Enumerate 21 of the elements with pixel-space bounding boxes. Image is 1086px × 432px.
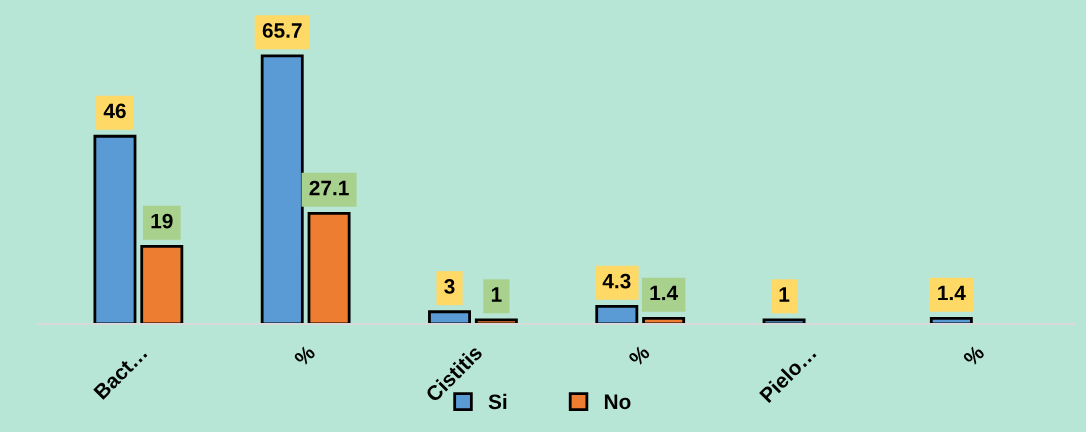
data-label: 1 (491, 287, 502, 302)
x-tick-label: % (962, 344, 986, 367)
data-label: 3 (444, 279, 455, 294)
x-tick-label: % (627, 344, 651, 367)
data-label: 1.4 (938, 285, 966, 301)
bar (140, 245, 184, 324)
bar (93, 134, 137, 324)
legend-label: Si (488, 393, 507, 410)
data-label: 4.3 (602, 273, 631, 289)
data-label: 1.4 (650, 285, 678, 301)
data-label: 19 (151, 213, 173, 229)
bar (595, 305, 639, 324)
bar (307, 212, 351, 324)
data-label: 1 (779, 287, 790, 302)
x-tick-label: % (293, 344, 317, 367)
data-label: 65.7 (262, 23, 302, 38)
legend-label: No (604, 394, 631, 410)
bar (260, 54, 304, 324)
data-label: 46 (103, 103, 126, 119)
data-label: 27.1 (309, 180, 349, 196)
bar (428, 310, 471, 324)
